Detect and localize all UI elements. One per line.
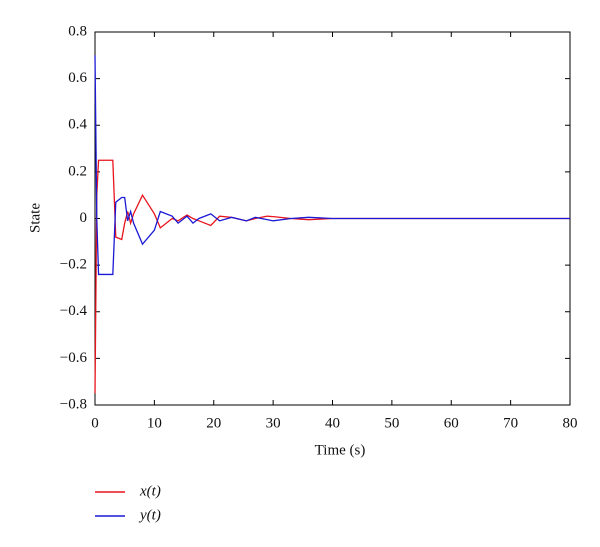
- x-tick-label: 50: [384, 415, 399, 431]
- x-tick-label: 70: [503, 415, 518, 431]
- y-tick-label: 0.4: [68, 117, 87, 133]
- series-line: [94, 55, 570, 276]
- x-tick-label: 30: [266, 415, 281, 431]
- legend-label: y(t): [138, 507, 161, 523]
- series-line: [94, 159, 570, 394]
- x-tick-label: 40: [325, 415, 340, 431]
- y-tick-label: −0.6: [60, 350, 88, 366]
- x-axis-label: Time (s): [315, 442, 366, 458]
- y-tick-label: 0.8: [68, 23, 87, 39]
- y-tick-label: −0.2: [60, 257, 87, 273]
- x-tick-label: 10: [147, 415, 162, 431]
- x-tick-label: 20: [206, 415, 221, 431]
- y-tick-label: −0.8: [60, 396, 87, 412]
- y-tick-label: −0.4: [60, 303, 88, 319]
- y-axis-label: State: [27, 203, 43, 233]
- y-tick-label: 0: [80, 210, 88, 226]
- x-tick-label: 0: [91, 415, 99, 431]
- y-tick-label: 0.2: [68, 163, 87, 179]
- x-tick-label: 60: [444, 415, 459, 431]
- y-tick-label: 0.6: [68, 70, 87, 86]
- legend-label: x(t): [139, 483, 161, 499]
- x-tick-label: 80: [563, 415, 578, 431]
